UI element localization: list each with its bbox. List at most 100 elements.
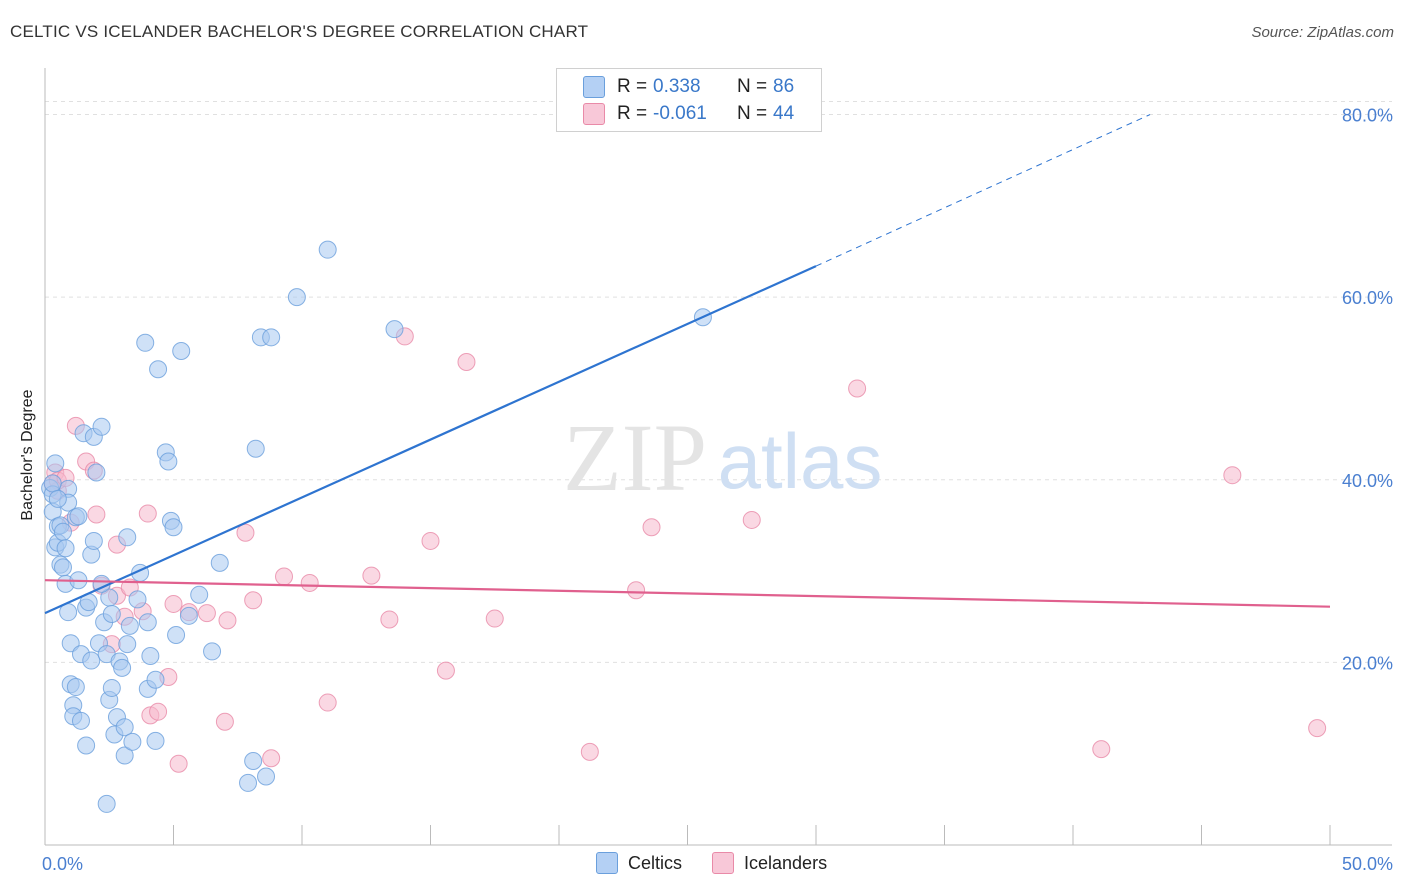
icelanders-point	[244, 591, 263, 610]
icelanders-point	[87, 505, 106, 524]
icelanders-point	[318, 693, 337, 712]
celtics-point	[69, 507, 88, 526]
legend-row-icelanders: R = -0.061 N = 44	[583, 101, 794, 127]
icelanders-point	[436, 661, 455, 680]
icelanders-point	[642, 518, 661, 537]
celtics-point	[53, 522, 72, 541]
source-label: Source: ZipAtlas.com	[1251, 24, 1394, 41]
celtics-point	[77, 736, 96, 755]
celtics-point	[262, 328, 281, 347]
icelanders-point	[848, 379, 867, 398]
celtics-point	[210, 553, 229, 572]
icelanders-point	[300, 573, 319, 592]
celtics-point	[56, 539, 75, 558]
icelanders-legend-swatch	[712, 852, 735, 874]
celtics-n-value: 86	[773, 76, 795, 97]
icelanders-r-label: R =	[617, 103, 648, 124]
y-axis-label: Bachelor's Degree	[19, 389, 36, 521]
celtics-point	[48, 489, 67, 508]
celtics-point	[102, 604, 121, 623]
celtics-point	[246, 439, 265, 458]
celtics-point	[53, 558, 72, 577]
celtics-point	[92, 417, 111, 436]
gridlines	[45, 101, 1392, 663]
y-tick-label: 80.0%	[1342, 106, 1393, 126]
tick-labels: 20.0% 40.0% 60.0% 80.0% 0.0% 50.0%	[42, 106, 1393, 874]
y-tick-label: 60.0%	[1342, 288, 1393, 308]
celtics-point	[66, 678, 85, 697]
celtics-point	[318, 240, 337, 259]
icelanders-point	[169, 754, 188, 773]
celtics-point	[115, 746, 134, 765]
watermark-atlas: atlas	[718, 417, 883, 505]
icelanders-point	[138, 504, 157, 523]
celtics-point	[190, 585, 209, 604]
celtics-legend-swatch	[596, 852, 618, 874]
celtics-point	[141, 646, 160, 665]
celtics-points	[41, 240, 712, 813]
celtics-point	[118, 635, 137, 654]
celtics-point	[118, 528, 137, 547]
celtics-r-label: R =	[617, 76, 648, 97]
celtics-point	[102, 678, 121, 697]
icelanders-point	[1092, 740, 1111, 759]
icelanders-point	[275, 567, 294, 586]
celtics-point	[43, 474, 62, 493]
celtics-point	[146, 670, 165, 689]
celtics-point	[257, 767, 276, 786]
icelanders-point	[742, 510, 761, 529]
celtics-point	[61, 634, 80, 653]
celtics-point	[287, 288, 306, 307]
celtics-swatch	[583, 76, 605, 98]
icelanders-swatch	[583, 103, 605, 125]
celtics-point	[136, 333, 155, 352]
icelanders-point	[1223, 466, 1242, 485]
celtics-point	[203, 642, 222, 661]
celtics-point	[149, 360, 168, 379]
celtics-point	[97, 794, 116, 813]
celtics-point	[128, 590, 147, 609]
celtics-point	[179, 606, 198, 625]
celtics-point	[115, 718, 134, 737]
watermark: ZIP atlas	[563, 404, 882, 511]
icelanders-point	[236, 523, 255, 542]
celtics-point	[71, 711, 90, 730]
icelanders-r-value: -0.061	[653, 103, 707, 124]
axes	[44, 68, 1392, 846]
icelanders-point	[218, 611, 237, 630]
celtics-point	[84, 531, 103, 550]
legend-item-celtics: Celtics	[596, 852, 682, 874]
icelanders-point	[421, 531, 440, 550]
celtics-point	[164, 518, 183, 537]
chart-title: CELTIC VS ICELANDER BACHELOR'S DEGREE CO…	[10, 22, 589, 41]
celtics-point	[46, 454, 65, 473]
celtics-n-label: N =	[737, 76, 768, 97]
icelanders-point	[457, 352, 476, 371]
stats-legend: R = 0.338 N = 86 R = -0.061 N = 44	[556, 68, 822, 132]
x-tick-label-min: 0.0%	[42, 854, 83, 874]
celtics-r-value: 0.338	[653, 76, 701, 97]
icelanders-point	[580, 742, 599, 761]
icelanders-point	[164, 594, 183, 613]
celtics-point	[113, 658, 132, 677]
icelanders-trend-line	[44, 579, 1331, 608]
watermark-zip: ZIP	[563, 404, 707, 511]
icelanders-point	[1308, 719, 1327, 738]
icelanders-point	[262, 749, 281, 768]
icelanders-point	[362, 566, 381, 585]
celtics-legend-label: Celtics	[628, 852, 683, 873]
celtics-point	[244, 751, 263, 770]
celtics-point	[138, 613, 157, 632]
celtics-point	[120, 616, 139, 635]
trend-lines	[44, 114, 1331, 615]
celtics-point	[239, 773, 258, 792]
celtics-point	[146, 731, 165, 750]
y-tick-label: 40.0%	[1342, 471, 1393, 491]
x-tick-label-max: 50.0%	[1342, 854, 1393, 874]
series-legend: Celtics Icelanders	[596, 852, 857, 874]
icelanders-n-value: 44	[773, 103, 795, 124]
celtics-point	[87, 463, 106, 482]
y-tick-label: 20.0%	[1342, 653, 1393, 673]
celtics-point	[385, 320, 404, 339]
icelanders-n-label: N =	[737, 103, 768, 124]
